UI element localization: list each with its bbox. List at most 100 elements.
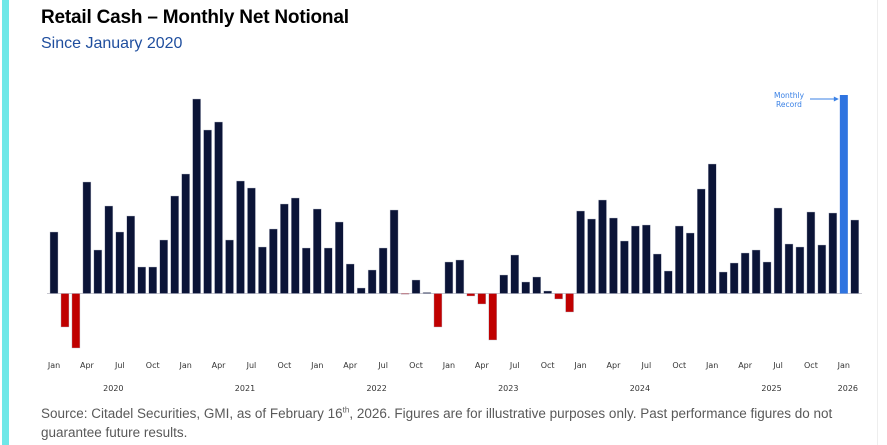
x-tick-label: Jan [178,361,191,370]
bar-jan-2024 [576,210,585,294]
x-tick-label: Jan [442,361,455,370]
bar-feb-2025 [718,271,728,294]
bar-jan-2026 [839,95,848,294]
x-year-label: 2022 [366,384,386,393]
bar-dec-2024 [697,188,706,294]
x-tick-label: Jul [641,361,652,370]
x-tick-label: Jul [114,361,125,370]
bar-nov-2023 [554,293,563,300]
bar-nov-2022 [422,292,432,294]
bar-jul-2022 [378,247,388,294]
x-tick-label: Jan [47,361,60,370]
bar-jun-2023 [499,274,508,294]
source-text-suffix: , 2026. Figures are for illustrative pur… [41,406,833,440]
source-footnote: Source: Citadel Securities, GMI, as of F… [41,404,871,442]
bar-apr-2021 [214,121,223,294]
bar-feb-2023 [455,259,465,294]
bar-mar-2020 [71,293,81,349]
bar-feb-2024 [587,218,596,294]
bar-jul-2024 [642,224,651,294]
bar-jun-2024 [631,225,640,294]
annotation-label-line1: Monthly [774,91,805,100]
bar-feb-2026 [850,219,860,294]
x-tick-label: Apr [738,361,753,370]
x-tick-label: Apr [475,361,490,370]
bar-sep-2025 [795,246,805,294]
bar-dec-2025 [828,212,838,294]
source-ordinal: th [342,405,350,415]
x-year-label: 2021 [235,384,255,393]
bar-may-2025 [751,249,761,294]
x-tick-label: Apr [343,361,358,370]
bar-dec-2020 [170,195,179,294]
bar-dec-2022 [433,293,443,328]
bar-jun-2020 [104,205,114,294]
x-tick-label: Oct [541,361,555,370]
bar-apr-2023 [477,293,487,305]
x-tick-label: Apr [607,361,622,370]
bar-mar-2025 [729,262,739,294]
bar-feb-2020 [60,293,70,328]
bar-may-2022 [356,287,366,294]
bar-aug-2023 [521,281,530,294]
bar-sep-2020 [137,266,146,294]
bar-nov-2024 [686,232,695,294]
bar-chart: Jan Apr Jul Oct Jan Apr Jul Oct Jan Apr Jul Oct Jan A… [47,91,862,393]
bar-dec-2023 [565,293,574,313]
bar-mar-2023 [466,293,476,297]
bar-jul-2025 [773,207,783,294]
bar-feb-2021 [192,98,201,294]
source-text-prefix: Source: Citadel Securities, GMI, as of F… [41,406,343,421]
x-tick-label: Jul [772,361,783,370]
bar-oct-2020 [148,266,157,294]
bar-oct-2025 [806,211,816,294]
bar-sep-2022 [400,293,410,295]
bar-oct-2022 [411,279,421,294]
bar-jan-2021 [181,173,190,294]
x-tick-label: Oct [804,361,818,370]
bar-jun-2022 [367,269,377,294]
bar-jul-2023 [510,254,519,294]
bar-mar-2022 [335,221,344,294]
x-tick-label: Jul [246,361,257,370]
bar-oct-2023 [543,290,552,294]
bar-aug-2020 [126,215,135,294]
bar-jan-2022 [313,208,322,294]
x-tick-label: Jan [310,361,323,370]
bar-nov-2021 [291,197,300,294]
bar-may-2024 [620,240,629,294]
x-year-label: 2023 [498,384,518,393]
bar-jun-2025 [762,261,772,294]
x-tick-label: Oct [672,361,686,370]
x-year-label: 2025 [761,384,781,393]
bar-aug-2024 [653,253,662,294]
right-border-line [877,0,878,445]
bar-nov-2020 [159,239,168,294]
bar-dec-2021 [302,247,311,294]
bar-mar-2021 [203,129,212,294]
x-year-label: 2024 [630,384,650,393]
bar-sep-2021 [269,228,278,294]
chart-title: Retail Cash – Monthly Net Notional [41,7,349,28]
bar-nov-2025 [817,244,827,294]
bar-may-2020 [93,249,103,294]
bar-jan-2023 [444,261,454,294]
bar-aug-2021 [258,246,267,294]
bar-oct-2021 [280,203,289,294]
bar-jun-2021 [236,180,245,294]
x-tick-label: Oct [146,361,160,370]
bar-sep-2023 [532,276,541,294]
bar-jan-2025 [708,163,717,294]
x-tick-label: Jan [705,361,718,370]
x-year-label: 2020 [103,384,123,393]
x-tick-label: Apr [212,361,227,370]
x-tick-label: Apr [80,361,95,370]
annotation-arrow-head [833,96,839,102]
chart-subtitle: Since January 2020 [41,35,183,52]
x-tick-label: Jan [573,361,586,370]
bar-aug-2025 [784,243,794,294]
x-tick-label: Jan [837,361,850,370]
bar-jul-2021 [247,187,256,294]
annotation-label-line2: Record [776,100,802,109]
bar-jan-2020 [49,231,59,294]
